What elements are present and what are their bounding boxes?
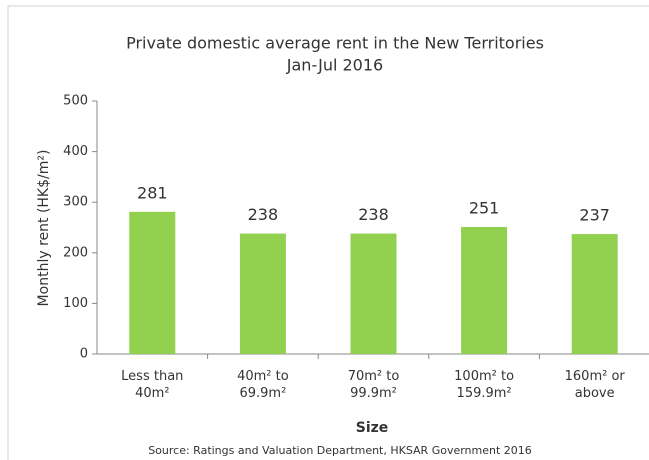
data-label: 237 [579,206,610,225]
x-tick-label: 160m² or above [564,369,625,401]
bar [350,233,397,354]
chart-frame [7,5,649,460]
x-tick-label: Less than 40m² [121,369,184,401]
y-tick-label: 200 [63,245,88,260]
data-label: 238 [248,205,279,224]
data-label: 251 [469,198,500,217]
x-tick-label: 40m² to 69.9m² [237,369,289,401]
chart-title: Private domestic average rent in the New… [126,34,544,53]
y-axis-label: Monthly rent (HK$/m²) [36,150,52,307]
bar [461,226,508,354]
bar [239,233,286,354]
x-axis-label: Size [356,420,389,436]
data-label: 238 [358,205,389,224]
y-tick-label: 500 [63,94,88,109]
y-tick-label: 0 [80,347,88,362]
y-tick-label: 100 [63,296,88,311]
y-tick-label: 400 [63,144,88,159]
chart-subtitle: Jan-Jul 2016 [286,56,383,75]
bar [571,234,618,354]
y-tick-label: 300 [63,195,88,210]
source-note: Source: Ratings and Valuation Department… [148,444,532,457]
data-label: 281 [137,183,168,202]
x-tick-label: 100m² to 159.9m² [454,369,515,401]
x-tick-label: 70m² to 99.9m² [347,369,400,401]
bar [129,211,176,354]
